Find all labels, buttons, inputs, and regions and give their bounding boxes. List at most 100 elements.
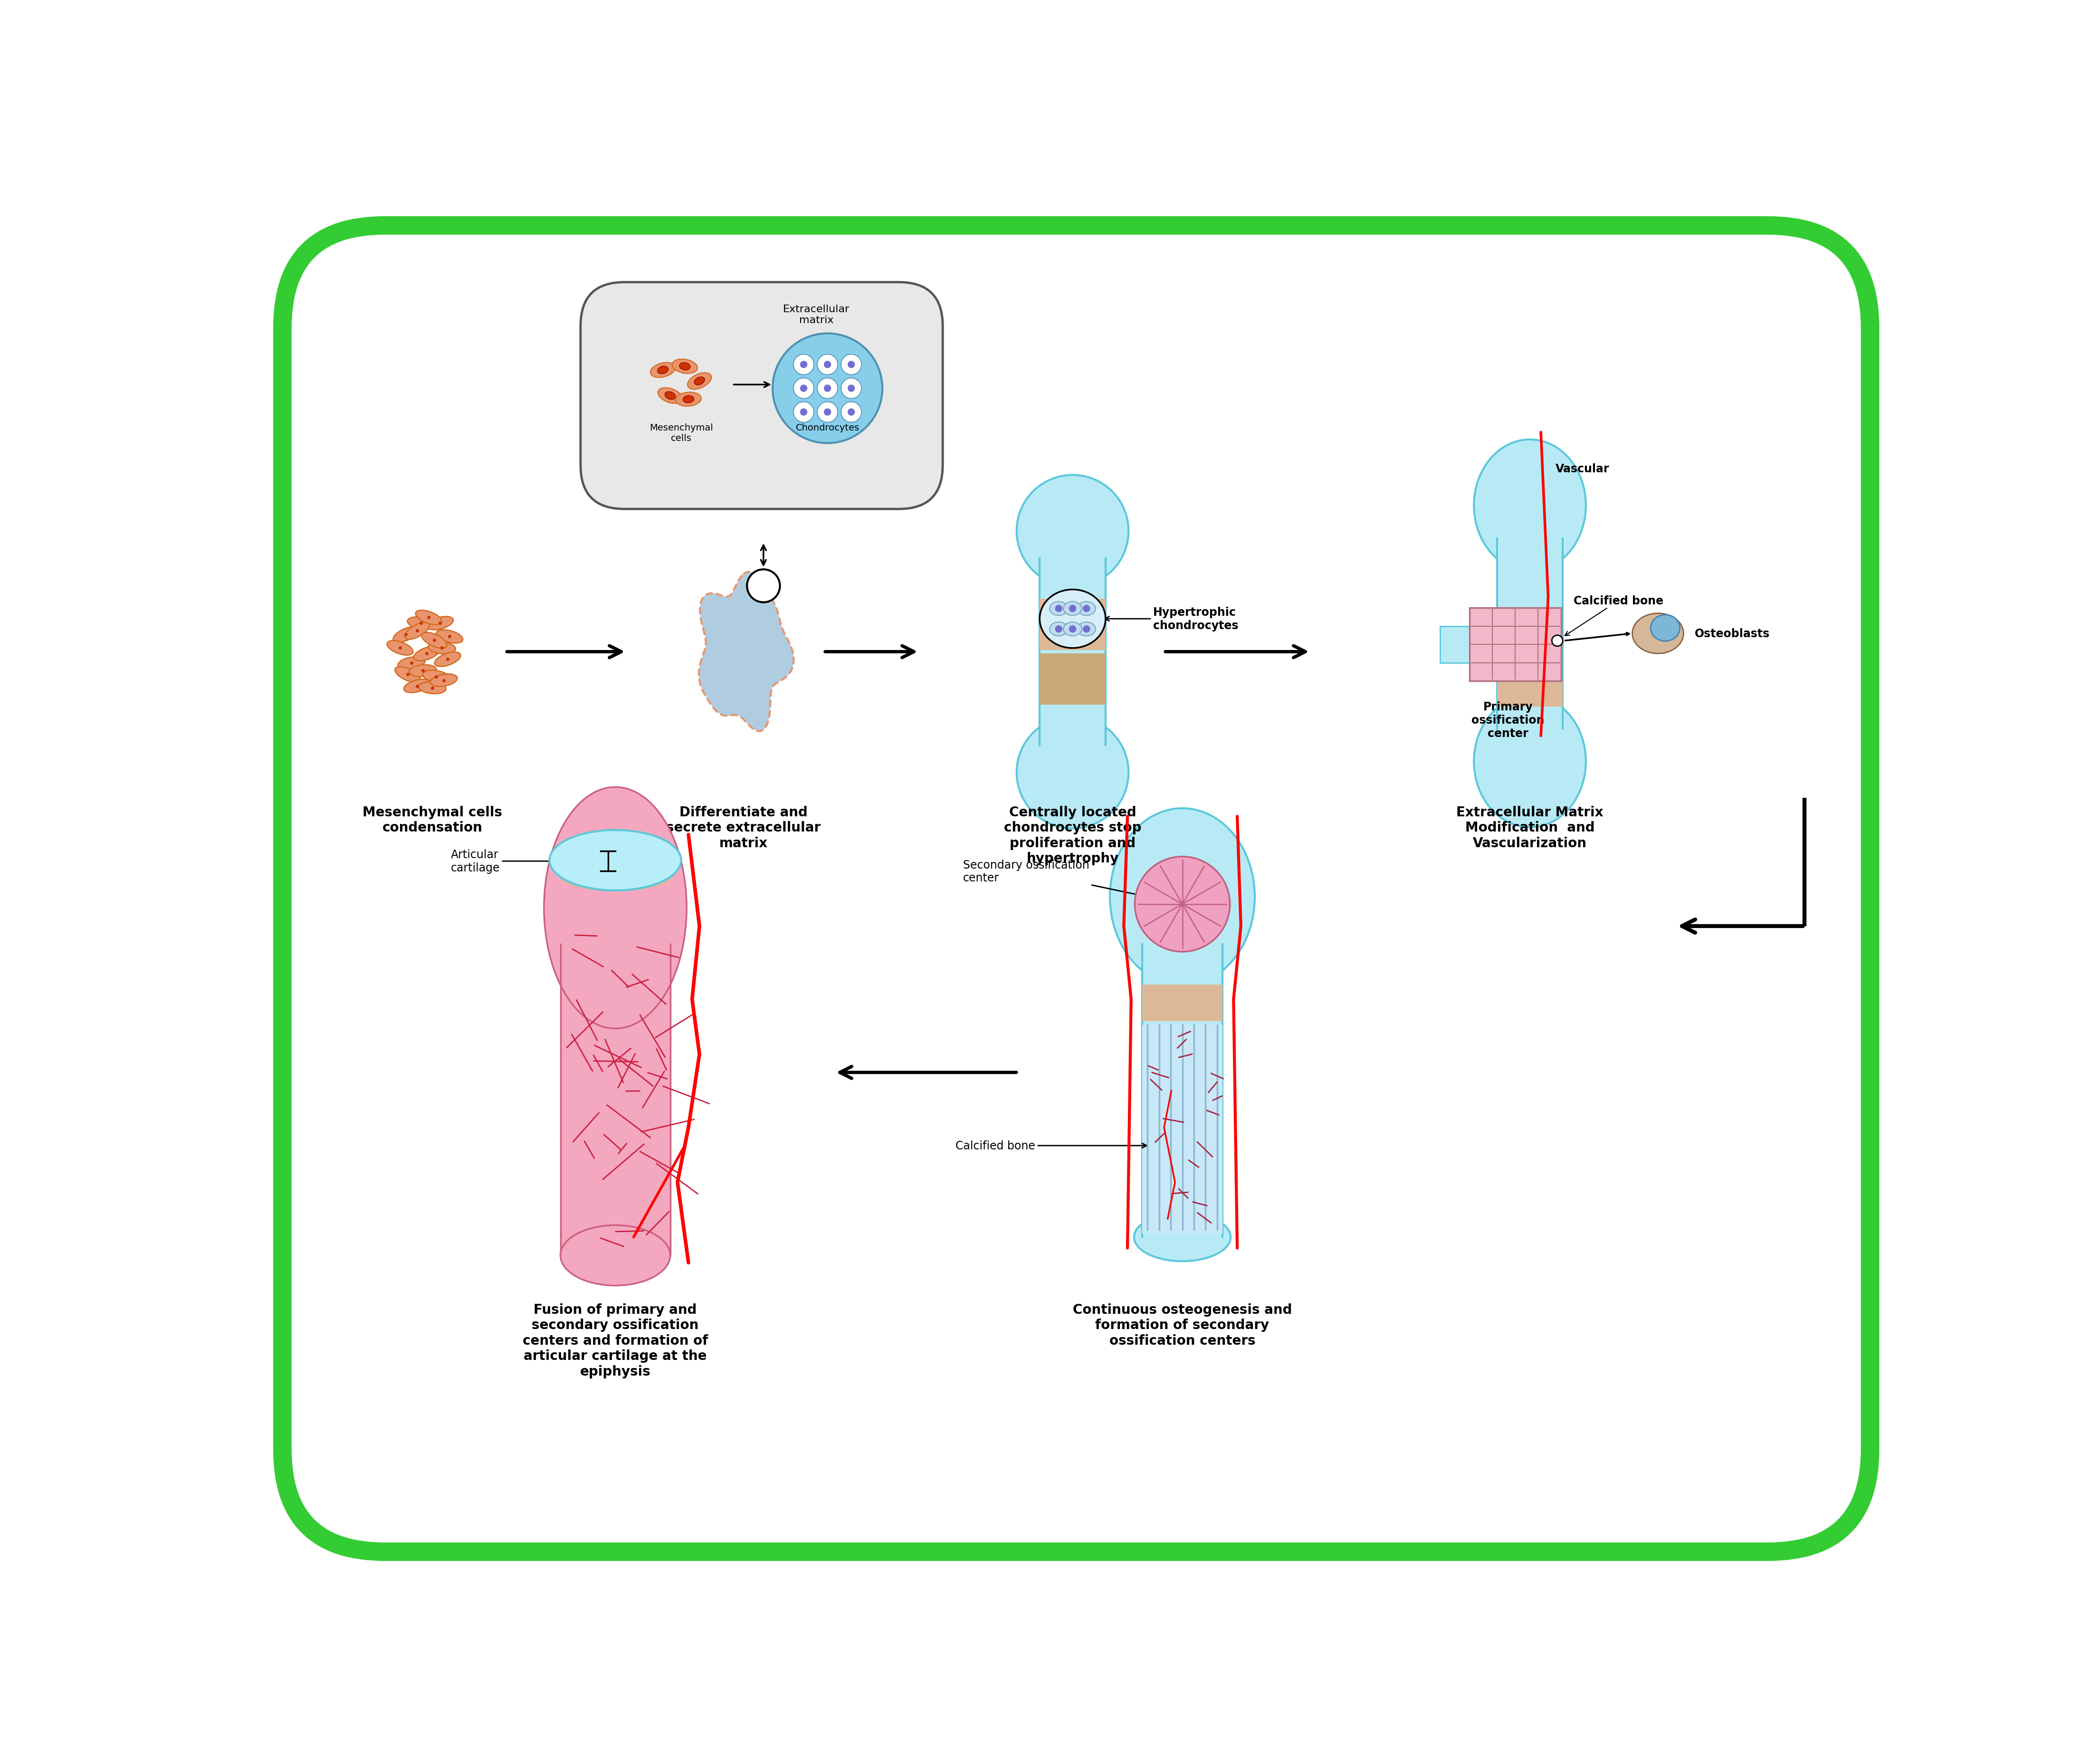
Bar [1040, 653, 1105, 706]
Ellipse shape [1134, 1213, 1231, 1262]
Ellipse shape [430, 674, 458, 686]
Text: Osteoblasts: Osteoblasts [1695, 628, 1770, 639]
Circle shape [1054, 605, 1063, 612]
Bar [1441, 627, 1470, 664]
Bar [1040, 598, 1105, 649]
Text: Mesenchymal cells
condensation: Mesenchymal cells condensation [363, 806, 502, 834]
Ellipse shape [1050, 602, 1067, 616]
Text: Mesenchymal
cells: Mesenchymal cells [649, 424, 712, 444]
Ellipse shape [559, 859, 672, 892]
Ellipse shape [1474, 440, 1585, 572]
Circle shape [1134, 857, 1231, 952]
Bar [1497, 539, 1562, 729]
Text: Centrally located
chondrocytes stop
proliferation and
hypertrophy: Centrally located chondrocytes stop prol… [1004, 806, 1142, 866]
Circle shape [817, 401, 838, 422]
Circle shape [823, 408, 832, 415]
Ellipse shape [395, 667, 420, 683]
Circle shape [800, 408, 806, 415]
Circle shape [748, 570, 779, 602]
Ellipse shape [1077, 623, 1096, 635]
Ellipse shape [672, 359, 697, 373]
Text: Continuous osteogenesis and
formation of secondary
ossification centers: Continuous osteogenesis and formation of… [1073, 1302, 1291, 1346]
Ellipse shape [676, 392, 701, 407]
Ellipse shape [437, 630, 462, 644]
Ellipse shape [386, 641, 414, 655]
Ellipse shape [657, 366, 668, 375]
Text: Calcified bone: Calcified bone [1564, 595, 1663, 635]
Bar [1497, 681, 1562, 708]
Ellipse shape [397, 656, 424, 669]
Ellipse shape [1040, 590, 1105, 648]
Text: Extracellular Matrix
Modification  and
Vascularization: Extracellular Matrix Modification and Va… [1457, 806, 1604, 850]
Ellipse shape [1016, 475, 1128, 588]
Ellipse shape [403, 679, 430, 693]
Ellipse shape [1050, 623, 1067, 635]
Circle shape [848, 361, 855, 368]
Text: Vascular: Vascular [1556, 463, 1609, 475]
Circle shape [848, 385, 855, 392]
Ellipse shape [393, 627, 418, 642]
Circle shape [1069, 625, 1077, 634]
Text: Secondary ossification
center: Secondary ossification center [962, 859, 1180, 905]
Ellipse shape [422, 671, 449, 683]
Ellipse shape [682, 396, 693, 403]
Ellipse shape [550, 831, 680, 891]
Ellipse shape [409, 665, 437, 678]
FancyBboxPatch shape [580, 283, 943, 509]
Ellipse shape [1063, 623, 1082, 635]
Ellipse shape [418, 683, 445, 693]
Circle shape [823, 361, 832, 368]
Ellipse shape [544, 787, 687, 1028]
Ellipse shape [561, 1225, 670, 1285]
Circle shape [1084, 625, 1090, 634]
Text: Calcified bone: Calcified bone [956, 1140, 1147, 1151]
Text: Fusion of primary and
secondary ossification
centers and formation of
articular : Fusion of primary and secondary ossifica… [523, 1302, 708, 1378]
Circle shape [794, 378, 815, 400]
Ellipse shape [407, 618, 435, 630]
Bar [1040, 558, 1105, 744]
Bar [1142, 986, 1222, 1021]
Polygon shape [699, 572, 794, 732]
Ellipse shape [695, 377, 706, 385]
Circle shape [1054, 625, 1063, 634]
Text: Chondrocytes: Chondrocytes [796, 424, 859, 433]
Circle shape [1069, 605, 1077, 612]
Circle shape [840, 378, 861, 400]
Ellipse shape [680, 363, 691, 370]
Ellipse shape [1474, 695, 1585, 827]
Ellipse shape [422, 632, 447, 648]
Circle shape [800, 385, 806, 392]
Circle shape [817, 354, 838, 375]
Ellipse shape [687, 373, 712, 389]
Bar [1142, 945, 1222, 1237]
Circle shape [848, 408, 855, 415]
Ellipse shape [428, 642, 456, 655]
Ellipse shape [666, 392, 676, 400]
Circle shape [794, 401, 815, 422]
Ellipse shape [1063, 602, 1082, 616]
Text: Hypertrophic
chondrocytes: Hypertrophic chondrocytes [1105, 607, 1239, 632]
Circle shape [800, 361, 806, 368]
Circle shape [794, 354, 815, 375]
FancyBboxPatch shape [281, 225, 1871, 1552]
Ellipse shape [414, 646, 439, 662]
Text: Differentiate and
secrete extracellular
matrix: Differentiate and secrete extracellular … [666, 806, 821, 850]
Circle shape [823, 385, 832, 392]
Ellipse shape [426, 616, 454, 630]
Text: Articular
cartilage: Articular cartilage [451, 848, 605, 873]
Ellipse shape [1016, 716, 1128, 829]
Ellipse shape [657, 387, 682, 403]
Ellipse shape [405, 623, 428, 639]
Text: Extracellular
matrix: Extracellular matrix [783, 304, 850, 326]
Circle shape [840, 401, 861, 422]
Ellipse shape [651, 363, 676, 378]
Circle shape [840, 354, 861, 375]
Text: Primary
ossification
center: Primary ossification center [1472, 700, 1543, 739]
Ellipse shape [416, 611, 441, 625]
Circle shape [817, 378, 838, 400]
Ellipse shape [435, 653, 460, 667]
Ellipse shape [1651, 614, 1680, 641]
Bar [1470, 607, 1560, 681]
Circle shape [773, 334, 882, 444]
Bar [561, 945, 670, 1255]
